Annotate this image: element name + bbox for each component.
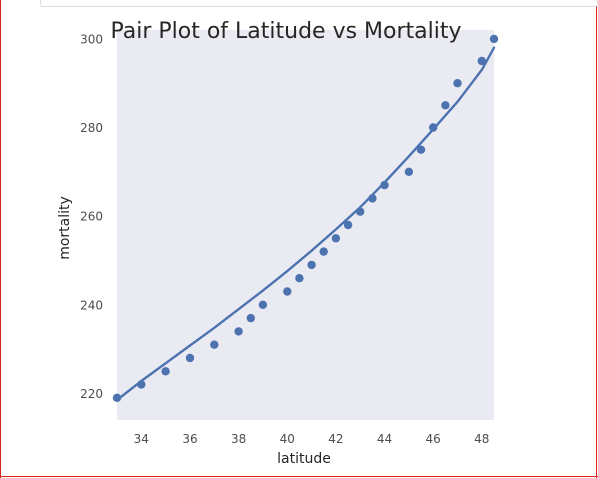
window-border-right	[596, 0, 597, 478]
x-tick-labels: 34 36 38 40 42 44 46 48	[134, 432, 490, 446]
data-point	[234, 327, 243, 336]
data-point	[295, 274, 304, 283]
data-point	[331, 234, 341, 243]
data-point	[343, 220, 353, 230]
data-point	[258, 300, 268, 309]
y-tick-label: 300	[80, 32, 103, 46]
regression-fit-line	[115, 46, 496, 402]
data-point	[307, 260, 316, 270]
y-tick-label: 220	[80, 387, 103, 401]
data-point	[161, 367, 170, 376]
plot-area	[117, 30, 494, 420]
data-point	[185, 353, 195, 363]
y-tick-label: 280	[80, 121, 103, 135]
x-tick-label: 36	[182, 432, 197, 446]
window-border-left	[0, 0, 1, 478]
data-point	[210, 340, 219, 349]
x-tick-label: 44	[377, 432, 392, 446]
x-tick-label: 34	[134, 432, 149, 446]
data-point	[489, 34, 499, 44]
x-axis-label: latitude	[277, 451, 331, 467]
y-axis-label: mortality	[57, 196, 73, 260]
x-tick-label: 42	[328, 432, 343, 446]
data-point	[319, 247, 328, 256]
y-tick-label: 260	[80, 210, 103, 224]
x-tick-label: 40	[280, 432, 295, 446]
data-point	[404, 167, 414, 176]
data-point	[283, 287, 292, 296]
window-border-bottom	[0, 476, 598, 477]
y-tick-labels: 220 240 260 280 300	[80, 32, 103, 401]
data-point	[477, 56, 486, 66]
chart-title: Pair Plot of Latitude vs Mortality	[110, 19, 461, 44]
data-point	[453, 79, 462, 88]
x-tick-label: 38	[231, 432, 246, 446]
data-point	[441, 101, 450, 110]
scatter-points	[112, 34, 499, 402]
data-point	[246, 313, 255, 323]
data-point	[416, 145, 426, 154]
y-tick-label: 240	[80, 298, 103, 312]
x-tick-label: 48	[474, 432, 489, 446]
x-tick-label: 46	[426, 432, 441, 446]
